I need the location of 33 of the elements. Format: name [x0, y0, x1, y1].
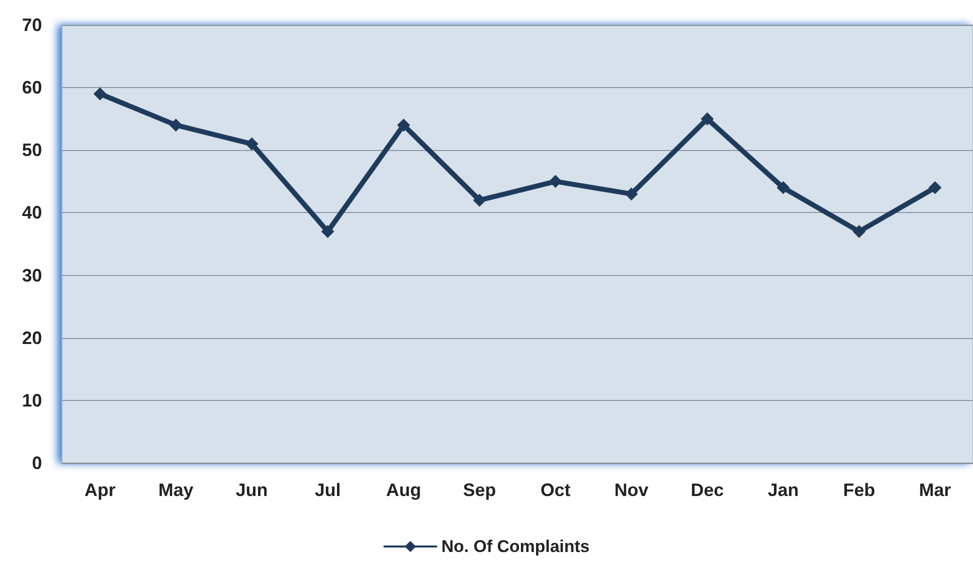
point: [93, 87, 106, 100]
x-tick-label: Jun: [236, 480, 268, 500]
legend-label: No. Of Complaints: [441, 537, 590, 556]
y-tick-label: 0: [32, 453, 42, 473]
x-tick-label: Nov: [614, 480, 648, 500]
point: [245, 137, 258, 150]
y-tick-label: 10: [22, 390, 42, 410]
x-tick-label: Aug: [386, 480, 422, 500]
x-tick-label: Feb: [843, 480, 876, 500]
point: [397, 118, 410, 132]
y-tick-label: 50: [22, 140, 42, 160]
y-tick-label: 60: [22, 78, 42, 98]
point: [321, 224, 334, 238]
point: [852, 224, 866, 238]
y-tick-label: 30: [22, 265, 42, 286]
point: [700, 112, 714, 126]
y-tick-label: 20: [22, 328, 42, 348]
point: [548, 174, 562, 188]
point: [624, 187, 638, 200]
point: [473, 194, 486, 207]
x-tick-label: Apr: [84, 480, 116, 500]
point: [928, 181, 942, 194]
y-tick-label: 70: [22, 15, 42, 35]
y-tick-label: 40: [22, 202, 42, 223]
x-tick-label: Jan: [768, 480, 799, 500]
x-tick-label: Dec: [690, 480, 724, 500]
point: [776, 181, 790, 194]
x-tick-label: May: [158, 480, 194, 500]
x-tick-label: Mar: [919, 480, 952, 500]
x-tick-label: Oct: [540, 480, 570, 500]
x-tick-label: Jul: [314, 480, 341, 500]
x-tick-label: Sep: [463, 480, 496, 500]
point: [169, 118, 182, 132]
